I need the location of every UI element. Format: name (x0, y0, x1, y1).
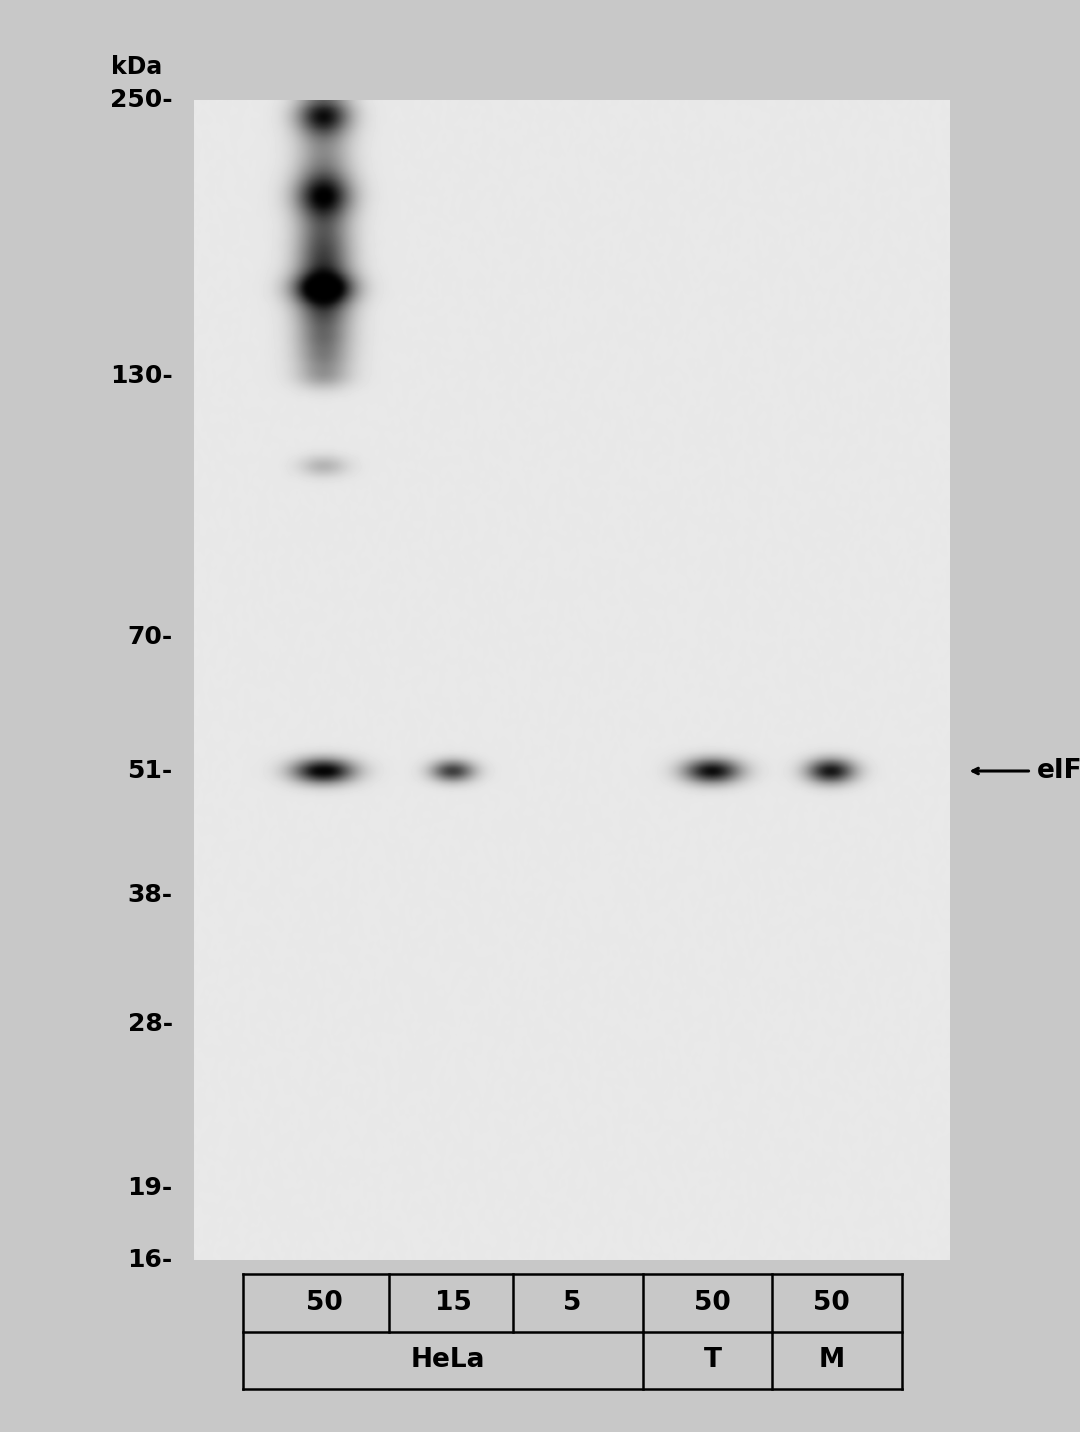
Text: 70-: 70- (127, 626, 173, 649)
Text: 50: 50 (306, 1290, 342, 1316)
Text: T: T (704, 1348, 721, 1373)
Text: 51-: 51- (127, 759, 173, 783)
Text: 50: 50 (813, 1290, 850, 1316)
Text: 15: 15 (435, 1290, 472, 1316)
Text: 28-: 28- (127, 1012, 173, 1035)
Text: eIF5: eIF5 (1037, 758, 1080, 783)
Text: 16-: 16- (127, 1249, 173, 1272)
Text: 50: 50 (694, 1290, 731, 1316)
Text: 19-: 19- (127, 1176, 173, 1200)
Text: 250-: 250- (110, 89, 173, 112)
Text: M: M (819, 1348, 845, 1373)
Text: 38-: 38- (127, 884, 173, 906)
Text: 130-: 130- (110, 364, 173, 388)
Text: 5: 5 (563, 1290, 582, 1316)
Text: kDa: kDa (111, 54, 162, 79)
Text: HeLa: HeLa (411, 1348, 485, 1373)
